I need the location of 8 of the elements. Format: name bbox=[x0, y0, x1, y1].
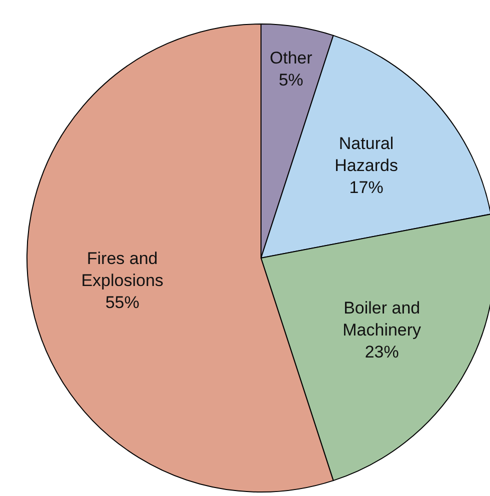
data-label: 23% bbox=[364, 342, 399, 361]
data-label: 17% bbox=[349, 178, 384, 197]
data-label: 5% bbox=[278, 70, 304, 89]
slice-label: Other bbox=[270, 48, 313, 67]
slice-label: Boiler and Machinery bbox=[342, 298, 422, 339]
data-label: 55% bbox=[105, 292, 140, 312]
slice-label: Fires and Explosions bbox=[81, 248, 164, 290]
slice-label: Natural Hazards bbox=[334, 134, 398, 175]
